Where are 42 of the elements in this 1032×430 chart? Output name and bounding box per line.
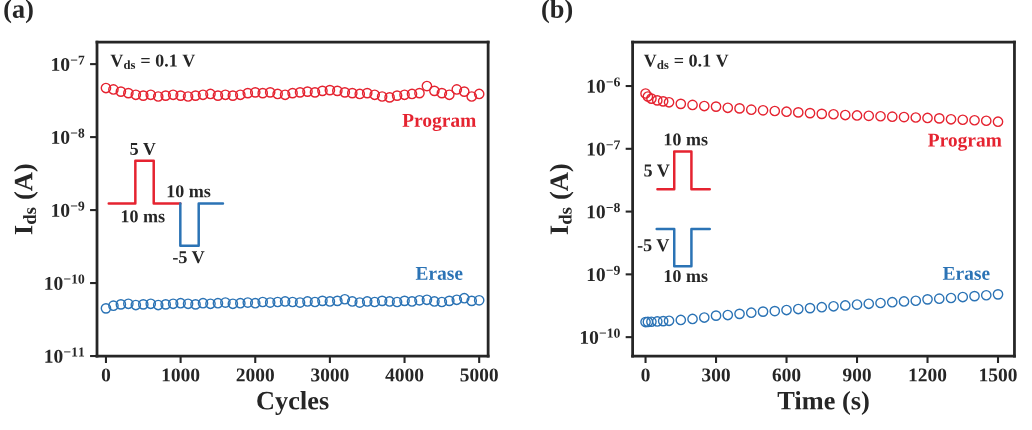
annotation: 10 ms — [121, 210, 165, 223]
x-tick-label: 5000 — [460, 368, 498, 382]
chart-title: (a) — [4, 0, 33, 24]
y-tick-label: 10$^{−8}$ — [587, 202, 620, 219]
annotation: 10 ms — [167, 185, 211, 198]
x-tick-label: 0 — [101, 368, 111, 382]
y-axis-title: I$_{ds}$ (A) — [549, 164, 574, 235]
annotation: 5 V — [644, 164, 670, 177]
annotation: -5 V — [637, 239, 670, 252]
annotation: V$_{ds}$ = 0.1 V — [110, 54, 196, 70]
x-tick-label: 600 — [772, 368, 801, 382]
x-tick-label: 1500 — [980, 368, 1017, 382]
x-tick-label: 1200 — [909, 368, 947, 382]
series-label: Erase — [942, 267, 990, 280]
series-label: Program — [928, 133, 1002, 151]
series-label: Program — [402, 113, 476, 131]
annotation: 10 ms — [664, 133, 708, 146]
annotation: 10 ms — [664, 269, 708, 283]
y-tick-label: 10$^{−7}$ — [52, 55, 85, 72]
y-tick-label: 10$^{−11}$ — [45, 347, 85, 363]
y-tick-label: 10$^{−6}$ — [587, 77, 620, 93]
x-axis-title: Cycles — [257, 391, 329, 416]
x-tick-label: 3000 — [311, 368, 349, 382]
y-tick-label: 10$^{−9}$ — [587, 265, 620, 282]
y-axis-title: I$_{ds}$ (A) — [13, 164, 38, 235]
series-label: Erase — [415, 267, 463, 280]
chart-title: (b) — [542, 0, 573, 24]
x-tick-label: 4000 — [385, 368, 424, 382]
y-tick-label: 10$^{−10}$ — [580, 328, 620, 345]
x-tick-label: 1000 — [162, 368, 200, 382]
annotation: V$_{ds}$ = 0.1 V — [643, 54, 729, 70]
x-tick-label: 0 — [641, 368, 650, 382]
x-tick-label: 900 — [842, 368, 871, 382]
y-tick-label: 10$^{−8}$ — [52, 128, 85, 144]
x-tick-label: 300 — [702, 368, 730, 382]
x-axis-title: Time (s) — [777, 391, 869, 415]
y-tick-label: 10$^{−9}$ — [52, 201, 85, 217]
y-tick-label: 10$^{−7}$ — [587, 140, 621, 156]
y-tick-label: 10$^{−10}$ — [45, 274, 85, 290]
annotation: 5 V — [130, 142, 156, 156]
annotation: -5 V — [173, 251, 205, 264]
x-tick-label: 2000 — [236, 368, 274, 382]
